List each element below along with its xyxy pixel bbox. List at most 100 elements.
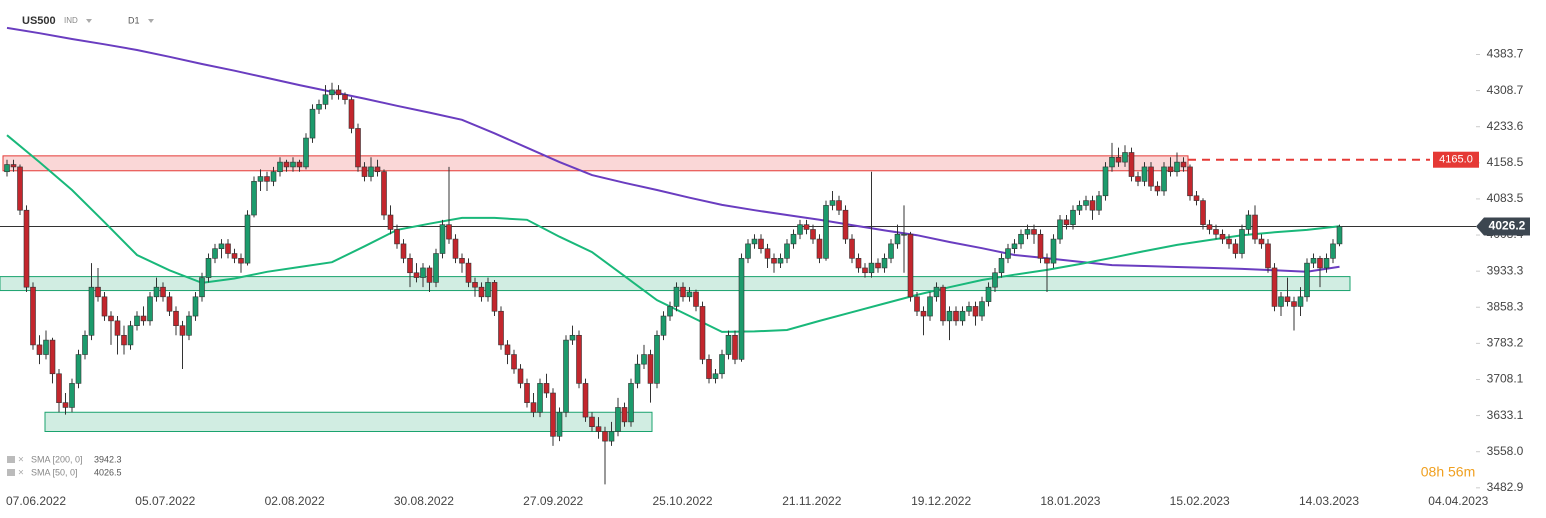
candle-body bbox=[823, 205, 829, 259]
candle-body bbox=[1232, 243, 1239, 254]
candle-body bbox=[459, 258, 465, 264]
candle-body bbox=[17, 166, 23, 211]
candle-body bbox=[270, 171, 277, 182]
candle-body bbox=[764, 248, 771, 259]
candle-body bbox=[530, 402, 537, 413]
candle-body bbox=[75, 354, 82, 384]
candle-body bbox=[985, 286, 992, 302]
candle-body bbox=[998, 258, 1005, 274]
candle-body bbox=[959, 310, 966, 322]
candle-body bbox=[1174, 161, 1180, 173]
x-tick-label: 19.12.2022 bbox=[911, 494, 971, 508]
candle-body bbox=[862, 267, 868, 274]
candle-body bbox=[1122, 152, 1128, 163]
candle-body bbox=[849, 238, 855, 259]
x-tick-label: 30.08.2022 bbox=[394, 494, 454, 508]
candle-body bbox=[855, 258, 862, 269]
symbol: US500 bbox=[22, 15, 56, 27]
indicator-icon[interactable] bbox=[7, 469, 15, 476]
candle-body bbox=[621, 407, 628, 423]
candle-body bbox=[777, 258, 784, 264]
candle-body bbox=[582, 383, 589, 418]
candle-body bbox=[309, 108, 316, 139]
candle-body bbox=[1187, 166, 1193, 197]
candle-body bbox=[576, 334, 582, 384]
candle-body bbox=[725, 334, 732, 355]
countdown: 08h 56m bbox=[1421, 464, 1475, 480]
dropdown-icon[interactable] bbox=[86, 19, 92, 23]
candle-body bbox=[979, 301, 985, 317]
candle-body bbox=[407, 258, 413, 274]
candle-body bbox=[504, 344, 511, 355]
indicator-icon[interactable] bbox=[7, 456, 15, 463]
candle-body bbox=[966, 306, 972, 312]
candle-body bbox=[673, 286, 680, 307]
candle-body bbox=[56, 373, 62, 403]
candle-body bbox=[166, 296, 173, 312]
candle-body bbox=[680, 286, 686, 298]
candle-body bbox=[153, 286, 160, 298]
candle-body bbox=[1239, 229, 1245, 254]
candle-body bbox=[192, 296, 199, 317]
candle-body bbox=[1180, 161, 1187, 168]
candle-body bbox=[537, 383, 543, 413]
candle-body bbox=[1317, 258, 1323, 269]
candle-body bbox=[1206, 224, 1213, 230]
candle-body bbox=[894, 233, 901, 245]
y-tick-label: 3783.2 bbox=[1487, 336, 1524, 350]
indicator-value: 3942.3 bbox=[94, 454, 122, 464]
x-tick-label: 05.07.2022 bbox=[135, 494, 195, 508]
candle-body bbox=[888, 243, 894, 259]
instrument-type[interactable]: IND bbox=[64, 16, 78, 25]
price-label-bg bbox=[1476, 217, 1530, 236]
candle-body bbox=[836, 200, 842, 211]
candle-body bbox=[595, 426, 602, 432]
candle-body bbox=[277, 161, 283, 173]
candle-body bbox=[920, 310, 927, 317]
candle-body bbox=[1252, 214, 1258, 240]
candle-body bbox=[478, 286, 485, 298]
x-tick-label: 04.04.2023 bbox=[1428, 494, 1488, 508]
candle-body bbox=[868, 262, 875, 274]
x-tick-label: 25.10.2022 bbox=[652, 494, 712, 508]
y-tick-label: 4383.7 bbox=[1487, 47, 1524, 61]
candle-body bbox=[628, 383, 634, 423]
candle-body bbox=[485, 282, 491, 298]
candle-body bbox=[1115, 157, 1122, 163]
candle-body bbox=[322, 94, 329, 105]
candle-body bbox=[1148, 166, 1154, 187]
candle-body bbox=[556, 411, 563, 437]
candle-body bbox=[1024, 229, 1031, 235]
candle-body bbox=[1219, 233, 1226, 240]
candle-body bbox=[1265, 243, 1271, 269]
candle-body bbox=[517, 368, 524, 384]
candle-body bbox=[589, 416, 595, 427]
candle-body bbox=[784, 243, 790, 259]
candle-body bbox=[953, 310, 959, 322]
candle-body bbox=[342, 94, 348, 100]
zone bbox=[44, 411, 653, 433]
x-tick-label: 07.06.2022 bbox=[6, 494, 66, 508]
candle-body bbox=[465, 262, 472, 283]
x-tick-label: 02.08.2022 bbox=[265, 494, 325, 508]
candle-body bbox=[1044, 258, 1050, 264]
dropdown-icon[interactable] bbox=[148, 19, 154, 23]
level-label-bg bbox=[1433, 151, 1479, 168]
y-tick-label: 3633.1 bbox=[1487, 408, 1524, 422]
candle-body bbox=[472, 282, 478, 288]
x-tick-label: 21.11.2022 bbox=[782, 494, 841, 508]
candle-body bbox=[927, 296, 933, 317]
interval[interactable]: D1 bbox=[128, 15, 140, 25]
candle-body bbox=[1213, 229, 1219, 235]
candle-body bbox=[69, 383, 75, 408]
candle-body bbox=[1323, 258, 1330, 269]
candle-body bbox=[901, 233, 907, 236]
candle-body bbox=[907, 233, 914, 298]
candle-body bbox=[127, 325, 134, 346]
candle-body bbox=[225, 243, 231, 254]
candle-body bbox=[1018, 233, 1024, 245]
candle-body bbox=[745, 243, 751, 259]
y-tick-label: 4308.7 bbox=[1487, 83, 1524, 97]
candle-body bbox=[381, 171, 387, 216]
candle-body bbox=[160, 286, 166, 298]
